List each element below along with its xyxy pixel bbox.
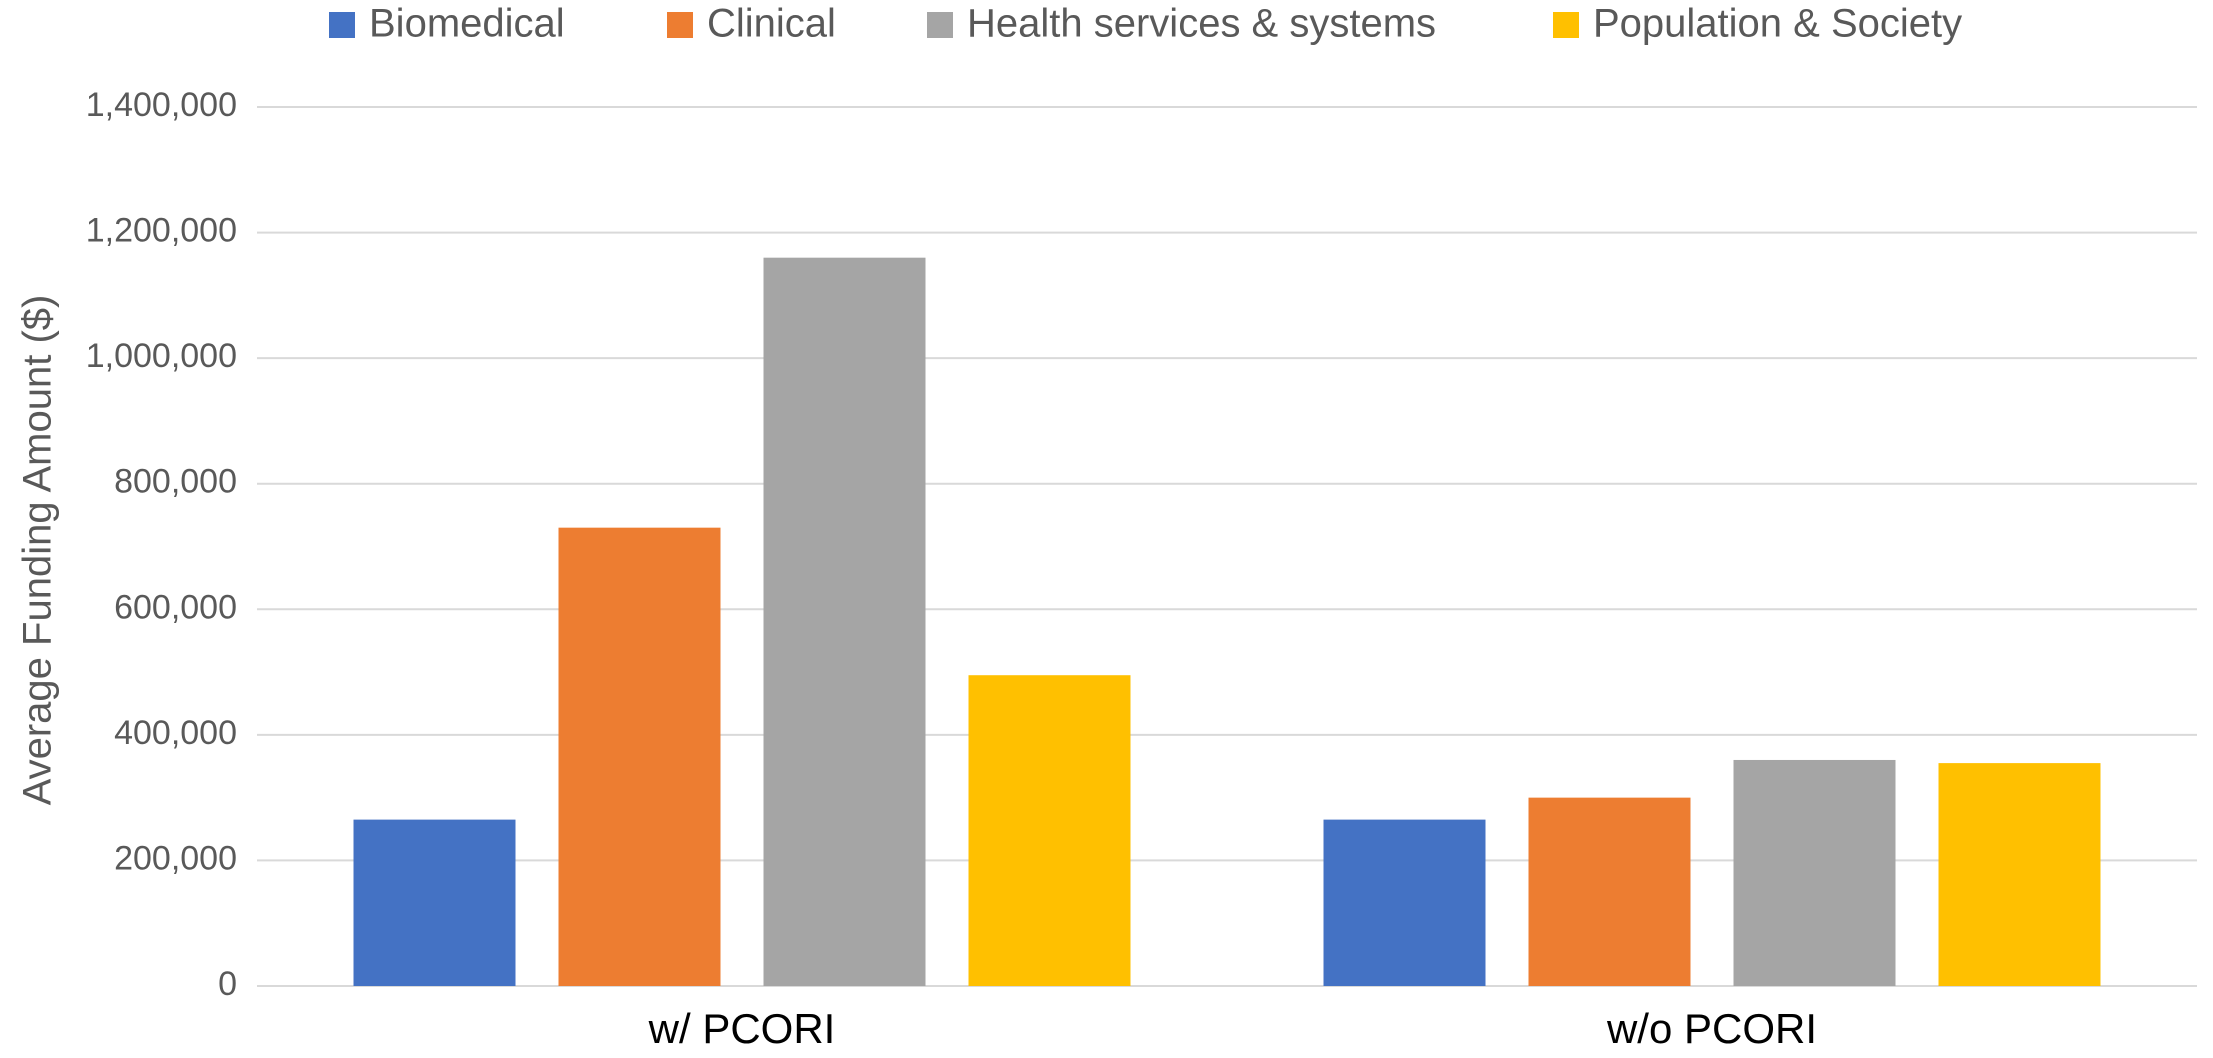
y-axis-title: Average Funding Amount ($) bbox=[16, 295, 60, 806]
bar bbox=[1323, 819, 1486, 986]
bar bbox=[558, 527, 721, 986]
y-tick-label: 1,400,000 bbox=[86, 86, 237, 124]
bar bbox=[968, 675, 1131, 986]
x-tick-label: w/o PCORI bbox=[1606, 1005, 1817, 1052]
legend-label: Clinical bbox=[707, 2, 836, 46]
legend-label: Health services & systems bbox=[967, 2, 1436, 46]
y-tick-label: 200,000 bbox=[114, 839, 237, 877]
bar bbox=[1733, 759, 1896, 986]
y-tick-label: 400,000 bbox=[114, 714, 237, 752]
y-tick-label: 1,000,000 bbox=[86, 337, 237, 375]
bar bbox=[1528, 797, 1691, 986]
bar bbox=[353, 819, 516, 986]
legend-swatch bbox=[1553, 12, 1579, 38]
bar bbox=[1938, 763, 2101, 986]
legend-swatch bbox=[667, 12, 693, 38]
legend-label: Biomedical bbox=[369, 2, 565, 46]
bar bbox=[763, 257, 926, 987]
legend-label: Population & Society bbox=[1593, 2, 1962, 46]
y-tick-label: 1,200,000 bbox=[86, 212, 237, 250]
y-tick-label: 600,000 bbox=[114, 588, 237, 626]
y-tick-label: 800,000 bbox=[114, 463, 237, 501]
legend-swatch bbox=[329, 12, 355, 38]
y-tick-label: 0 bbox=[218, 965, 237, 1003]
legend-swatch bbox=[927, 12, 953, 38]
x-tick-label: w/ PCORI bbox=[648, 1005, 836, 1052]
